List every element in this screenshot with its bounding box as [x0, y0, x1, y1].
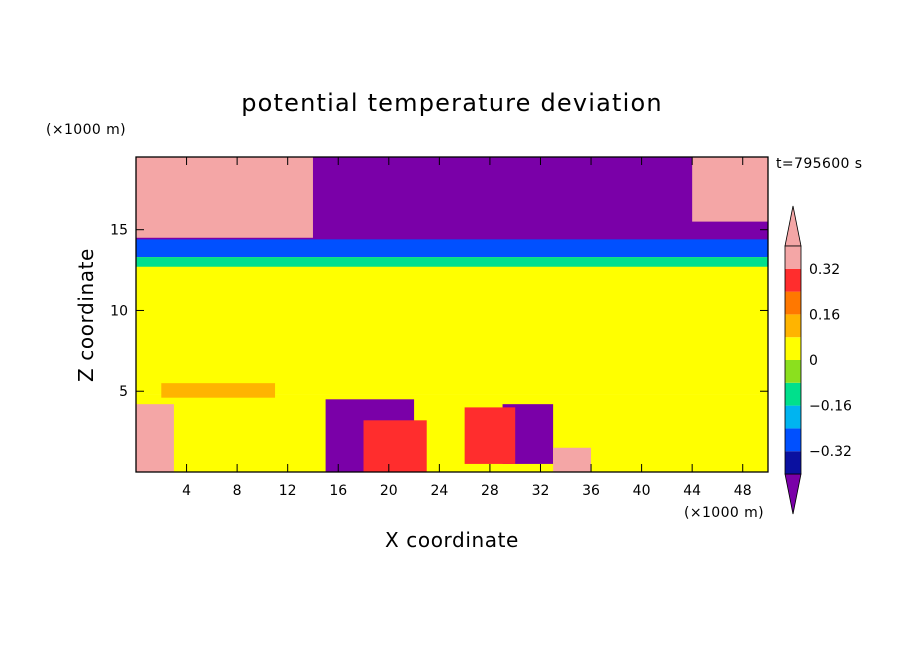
- x-tick-label: 40: [633, 483, 651, 499]
- y-tick-label: 10: [110, 303, 128, 319]
- colorbar-swatch: [785, 360, 801, 383]
- colorbar: 0.32 0.16 0 −0.16 −0.32: [784, 205, 852, 515]
- x-axis-title: X coordinate: [385, 528, 519, 552]
- x-tick-label: 24: [430, 483, 448, 499]
- x-axis: 4 8 12 16 20 24 28 32 36 40 44 48: [182, 157, 752, 499]
- colorbar-label: −0.32: [809, 444, 852, 460]
- plot-frame: [135, 156, 769, 473]
- x-tick-label: 20: [380, 483, 398, 499]
- y-axis-title: Z coordinate: [74, 248, 98, 382]
- field-region: [136, 404, 174, 472]
- colorbar-label: −0.16: [809, 399, 852, 415]
- field-region: [136, 239, 768, 258]
- field-region: [136, 394, 768, 472]
- colorbar-swatch: [785, 428, 801, 452]
- colorbar-swatch: [785, 268, 801, 292]
- y-tick-label: 15: [110, 223, 128, 239]
- x-tick-label: 28: [481, 483, 499, 499]
- colorbar-swatch: [785, 291, 801, 315]
- colorbar-label: 0.16: [809, 307, 840, 323]
- y-unit-label: (×1000 m): [46, 122, 126, 138]
- colorbar-swatch: [785, 382, 801, 406]
- chart-title: potential temperature deviation: [241, 89, 663, 117]
- colorbar-swatch: [785, 314, 801, 338]
- field-region: [136, 257, 768, 267]
- x-tick-label: 36: [582, 483, 600, 499]
- field-region: [464, 407, 516, 464]
- field-region: [363, 420, 427, 472]
- y-tick-label: 5: [119, 384, 128, 400]
- colorbar-swatch: [785, 405, 801, 429]
- field-region: [136, 266, 768, 292]
- x-unit-label: (×1000 m): [684, 505, 764, 521]
- x-tick-label: 16: [329, 483, 347, 499]
- x-tick-label: 48: [734, 483, 752, 499]
- x-tick-label: 8: [233, 483, 242, 499]
- field-region: [553, 447, 592, 472]
- colorbar-upper-arrow: [784, 205, 802, 247]
- colorbar-label: 0: [809, 353, 818, 369]
- field-region: [136, 157, 313, 238]
- x-tick-label: 12: [279, 483, 297, 499]
- time-label: t=795600 s: [776, 156, 862, 172]
- colorbar-swatch: [785, 451, 801, 474]
- colorbar-frame: [784, 245, 802, 475]
- x-tick-label: 44: [683, 483, 701, 499]
- field-region: [692, 157, 768, 222]
- colorbar-swatch: [785, 337, 801, 360]
- colorbar-swatch: [785, 246, 801, 269]
- field-region: [161, 383, 276, 398]
- colorbar-label: 0.32: [809, 262, 840, 278]
- x-tick-label: 32: [532, 483, 550, 499]
- colorbar-lower-arrow: [784, 473, 802, 515]
- x-tick-label: 4: [182, 483, 191, 499]
- plot-area: [136, 157, 768, 472]
- y-axis: 5 10 15: [110, 223, 768, 400]
